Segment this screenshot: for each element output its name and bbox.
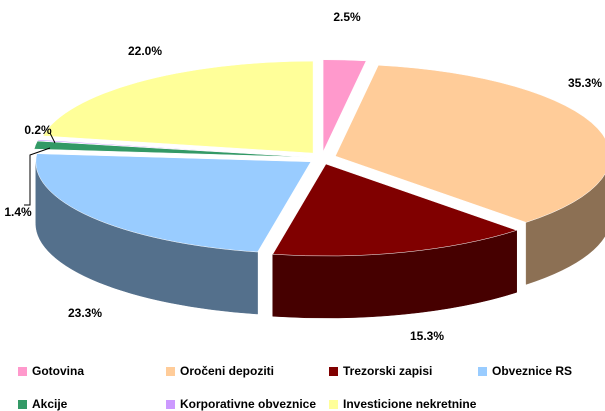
slice <box>42 60 314 154</box>
slice <box>272 163 518 257</box>
leader-line <box>24 147 51 206</box>
data-label: 0.2% <box>24 123 52 137</box>
legend-swatch <box>166 400 175 409</box>
data-label: 1.4% <box>4 205 32 219</box>
legend-label: Investicione nekretnine <box>343 397 477 411</box>
legend-label: Korporativne obveznice <box>180 397 316 411</box>
legend-swatch <box>329 367 338 376</box>
legend-swatch <box>166 367 175 376</box>
data-label: 35.3% <box>568 76 602 90</box>
legend-label: Obveznice RS <box>492 364 572 378</box>
slice <box>37 139 309 158</box>
data-label: 23.3% <box>68 306 102 320</box>
legend-label: Gotovina <box>32 364 84 378</box>
legend-label: Oročeni depoziti <box>180 364 274 378</box>
legend-swatch <box>478 367 487 376</box>
legend-swatch <box>329 400 338 409</box>
slice <box>322 59 367 152</box>
slice <box>35 153 312 253</box>
data-label: 22.0% <box>128 44 162 58</box>
leader-line <box>49 132 56 144</box>
slice-sides <box>35 161 605 319</box>
legend-swatch <box>18 367 27 376</box>
slice <box>33 140 309 158</box>
legend-label: Trezorski zapisi <box>343 364 432 378</box>
slice <box>335 64 605 223</box>
legend-label: Akcije <box>32 397 68 411</box>
data-label: 2.5% <box>333 10 361 24</box>
legend-swatch <box>18 400 27 409</box>
data-label: 15.3% <box>410 329 444 343</box>
slice-tops <box>33 59 605 257</box>
